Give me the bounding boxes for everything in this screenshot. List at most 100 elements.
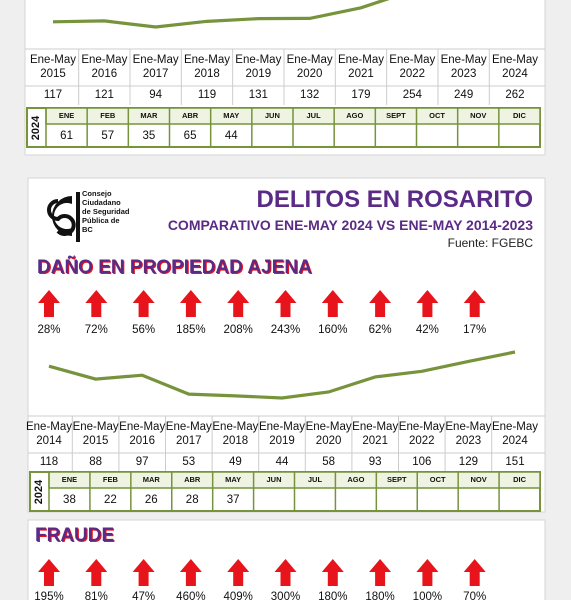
pct-change: 72% [84, 324, 108, 336]
value-label: 254 [402, 89, 422, 101]
value-label: 44 [275, 456, 289, 468]
pct-change: 56% [132, 324, 156, 336]
value-label: 88 [89, 456, 102, 468]
up-arrow [132, 290, 155, 317]
year-label: 2024 [30, 115, 42, 141]
pct-change: 62% [368, 324, 392, 336]
month-label: DIC [512, 111, 526, 120]
year-label: 2024 [33, 479, 45, 505]
panel [27, 177, 546, 513]
up-arrow [416, 290, 439, 317]
month-value: 44 [224, 130, 238, 142]
category-label: Ene-May 2014 [25, 421, 73, 447]
month-value: 37 [226, 494, 240, 506]
category-label: Ene-May 2022 [398, 421, 445, 447]
month-label: ABR [184, 475, 201, 484]
value-label: 121 [94, 89, 114, 101]
up-arrow [463, 559, 486, 586]
category-label: Ene-May 2020 [305, 421, 352, 447]
month-value: 22 [103, 494, 117, 506]
value-label: 58 [322, 456, 335, 468]
month-value: 28 [185, 494, 199, 506]
pct-change: 180% [318, 591, 348, 600]
pct-change: 17% [463, 324, 487, 336]
category-label: Ene-May 2018 [212, 421, 259, 447]
month-label: SEPT [386, 475, 407, 484]
pct-change: 100% [412, 591, 443, 600]
category-label: Ene-May 2020 [286, 54, 333, 80]
category-label: Ene-May 2021 [337, 54, 384, 80]
up-arrow [321, 290, 344, 317]
month-label: JUL [306, 111, 321, 120]
panel [27, 519, 546, 600]
pct-change: 195% [34, 591, 64, 600]
up-arrow [85, 290, 108, 317]
trend-line [48, 350, 516, 400]
up-arrow [416, 559, 439, 586]
month-label: DIC [513, 475, 526, 484]
up-arrow [463, 290, 486, 317]
month-label: JUN [266, 475, 282, 484]
pct-change: 460% [176, 591, 206, 600]
section-title: DAÑO EN PROPIEDAD AJENA [37, 257, 312, 278]
month-value: 26 [144, 494, 158, 506]
month-value: 38 [63, 494, 76, 506]
value-label: 97 [135, 456, 149, 468]
section-title: FRAUDE [35, 525, 115, 546]
value-label: 129 [458, 456, 478, 468]
up-arrow [179, 559, 202, 586]
subtitle: COMPARATIVO ENE-MAY 2024 VS ENE-MAY 2014… [167, 217, 533, 233]
month-value: 61 [60, 130, 73, 142]
value-label: 249 [454, 89, 474, 101]
category-label: Ene-May 2019 [258, 421, 306, 447]
pct-change: 409% [223, 591, 253, 600]
month-label: FEB [100, 111, 116, 120]
logo [47, 199, 76, 236]
month-label: AGO [346, 111, 364, 120]
value-label: 131 [248, 89, 268, 101]
category-label: Ene-May 2018 [183, 54, 230, 80]
month-value: 65 [183, 130, 197, 142]
pct-change: 28% [37, 324, 61, 336]
up-arrow [274, 290, 297, 317]
value-label: 262 [505, 89, 525, 101]
month-label: OCT [429, 111, 445, 120]
value-label: 117 [43, 89, 63, 101]
title: DELITOS EN ROSARITO [256, 186, 533, 213]
logo [52, 196, 72, 236]
value-label: 94 [149, 89, 163, 101]
up-arrow [274, 559, 297, 586]
pct-change: 243% [270, 324, 301, 336]
value-label: 119 [197, 89, 217, 101]
up-arrow [38, 559, 60, 586]
month-label: OCT [429, 475, 446, 484]
month-label: ABR [181, 111, 199, 120]
up-arrow [369, 290, 392, 317]
value-label: 106 [412, 456, 432, 468]
up-arrow [369, 559, 392, 586]
category-label: Ene-May 2015 [72, 421, 119, 447]
pct-change: 208% [223, 324, 253, 336]
month-label: MAY [225, 475, 242, 484]
category-label: Ene-May 2024 [491, 421, 539, 447]
up-arrow [132, 559, 155, 586]
pct-change: 300% [270, 591, 301, 600]
month-label: ENE [58, 111, 75, 120]
category-label: Ene-May 2017 [165, 421, 212, 447]
month-label: JUN [264, 111, 280, 120]
month-label: SEPT [386, 111, 406, 120]
value-label: 93 [368, 456, 382, 468]
pct-change: 70% [463, 591, 487, 600]
month-label: AGO [347, 475, 365, 484]
up-arrow [38, 290, 60, 317]
value-label: 132 [300, 89, 320, 101]
value-label: 118 [39, 456, 59, 468]
up-arrow [179, 290, 202, 317]
value-label: 151 [505, 456, 525, 468]
up-arrow [321, 559, 344, 586]
value-label: 49 [228, 456, 242, 468]
category-label: Ene-May 2024 [491, 54, 538, 80]
category-label: Ene-May 2019 [235, 54, 282, 80]
